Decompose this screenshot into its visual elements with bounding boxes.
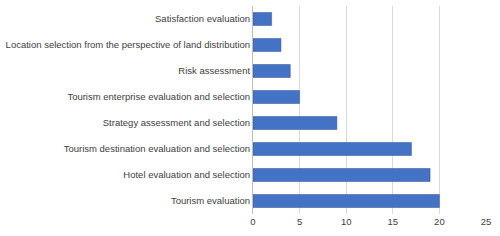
svg-text:Strategy assessment and select: Strategy assessment and selection bbox=[103, 117, 250, 128]
svg-text:25: 25 bbox=[481, 216, 492, 227]
svg-text:15: 15 bbox=[388, 216, 399, 227]
svg-text:Hotel evaluation and selection: Hotel evaluation and selection bbox=[123, 169, 250, 180]
svg-text:10: 10 bbox=[341, 216, 352, 227]
svg-text:5: 5 bbox=[297, 216, 302, 227]
svg-text:Tourism enterprise evaluation: Tourism enterprise evaluation and select… bbox=[67, 91, 250, 102]
svg-text:Location selection from the pe: Location selection from the perspective … bbox=[6, 39, 251, 50]
svg-text:0: 0 bbox=[250, 216, 255, 227]
svg-text:Tourism evaluation: Tourism evaluation bbox=[171, 195, 250, 206]
svg-text:Tourism destination evaluation: Tourism destination evaluation and selec… bbox=[64, 143, 250, 154]
svg-text:Satisfaction evaluation: Satisfaction evaluation bbox=[155, 13, 250, 24]
svg-text:20: 20 bbox=[434, 216, 445, 227]
svg-text:Risk assessment: Risk assessment bbox=[178, 65, 250, 76]
